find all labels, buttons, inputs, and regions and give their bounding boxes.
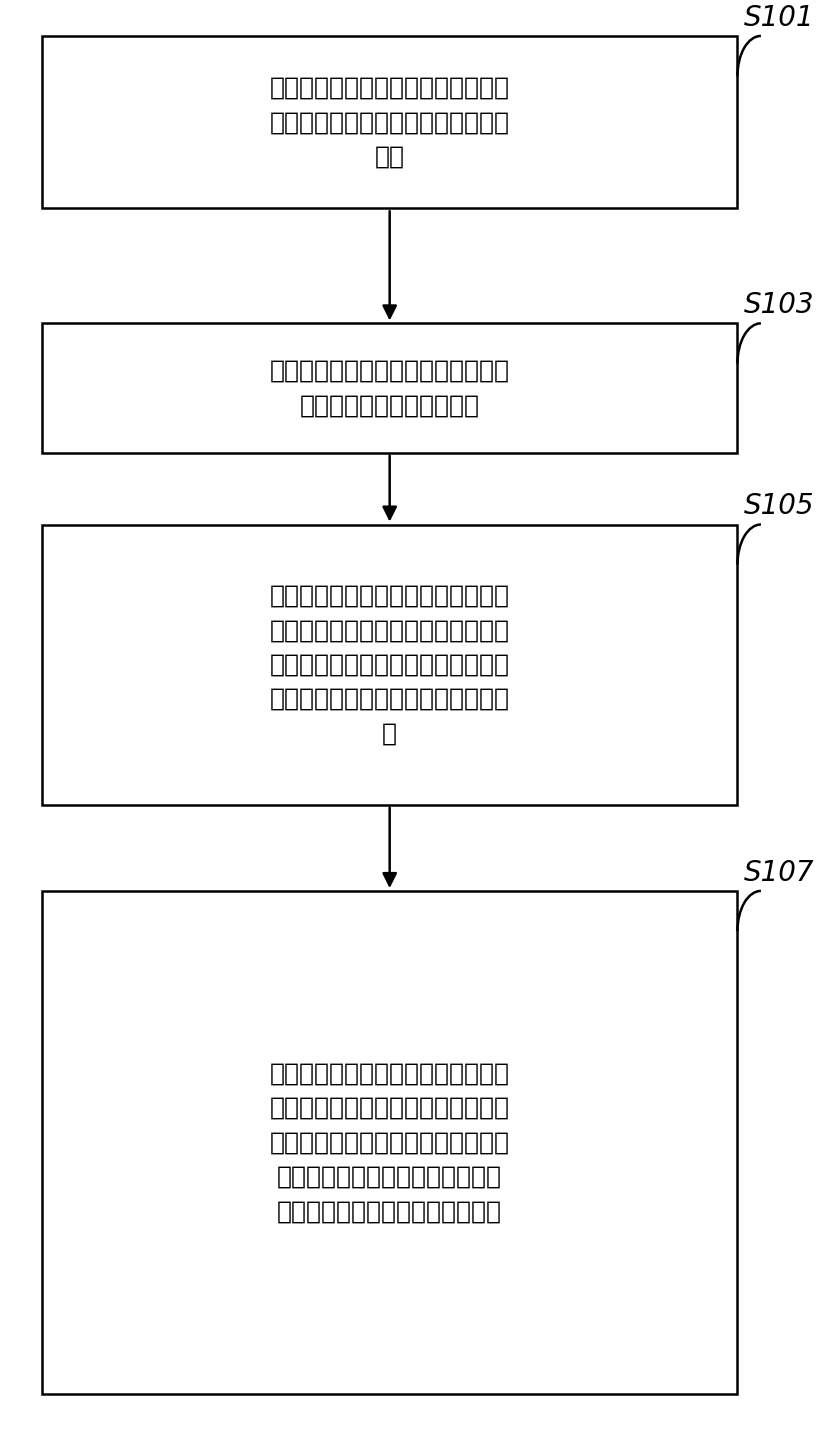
- Text: S105: S105: [744, 493, 815, 520]
- Text: 根据所述移动设备的航迹推估轨迹数
据，将所述当前帧前的至少一个累积
帧的道路结构化特征和道路强度特征
转换为在所述当前帧的坐标系下的特
征: 根据所述移动设备的航迹推估轨迹数 据，将所述当前帧前的至少一个累积 帧的道路结构…: [270, 583, 510, 746]
- Text: 根据坐标系转换后的所述至少一个累
积帧的道路结构化特征和道路强度特
征、所述当前帧的道路结构化特征和
道路强度特征、及道路特征地图数
据，确定所述移动设备的位置: 根据坐标系转换后的所述至少一个累 积帧的道路结构化特征和道路强度特 征、所述当前…: [270, 1062, 510, 1223]
- Text: S103: S103: [744, 292, 815, 319]
- Text: 通过三维空间扫描装置采集行驶道路
的空间点云数据，作为当前帧的点云
数据: 通过三维空间扫描装置采集行驶道路 的空间点云数据，作为当前帧的点云 数据: [270, 76, 510, 168]
- Bar: [42, 323, 737, 453]
- Bar: [42, 36, 737, 208]
- Text: S107: S107: [744, 859, 815, 887]
- Bar: [42, 891, 737, 1394]
- Bar: [42, 525, 737, 805]
- Text: 从所述当前帧的点云数据中提取道路
结构化特征和道路强度特征: 从所述当前帧的点云数据中提取道路 结构化特征和道路强度特征: [270, 359, 510, 417]
- Text: S101: S101: [744, 4, 815, 32]
